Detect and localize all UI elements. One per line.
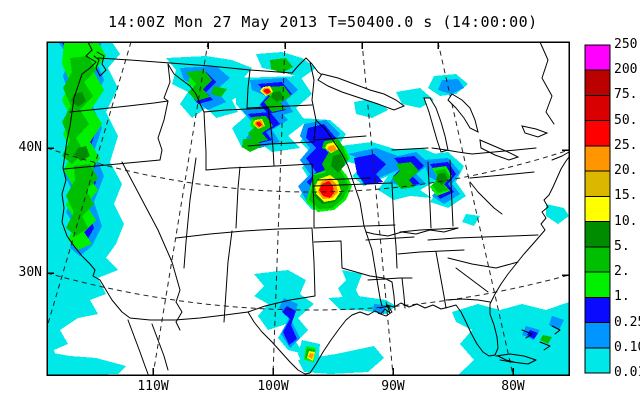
colorbar-value-label: 75. bbox=[614, 87, 638, 102]
lon-label-90W: 90W bbox=[381, 379, 405, 394]
colorbar-cell-red_bright bbox=[584, 120, 611, 147]
colorbar-value-label: 25. bbox=[614, 138, 638, 153]
map-frame bbox=[46, 41, 570, 376]
colorbar-cell-red_dark bbox=[584, 69, 611, 96]
colorbar-value-label: 250. bbox=[614, 37, 640, 52]
colorbar-value-label: 1. bbox=[614, 289, 630, 304]
colorbar-cell-green_bright bbox=[584, 271, 611, 298]
colorbar-cell-magenta bbox=[584, 44, 611, 71]
colorbar-value-label: 20. bbox=[614, 163, 638, 178]
axis-tick-marks bbox=[47, 42, 569, 375]
colorbar-value-label: 5. bbox=[614, 239, 630, 254]
colorbar bbox=[584, 44, 611, 374]
colorbar-cell-red bbox=[584, 94, 611, 122]
colorbar-value-label: 2. bbox=[614, 264, 630, 279]
colorbar-value-label: 0.10 bbox=[614, 340, 640, 355]
title-model-time: T=50400.0 s (14:00:00) bbox=[328, 13, 538, 31]
colorbar-cell-gold bbox=[584, 170, 611, 197]
colorbar-cell-blue bbox=[584, 296, 611, 324]
precip-layer bbox=[47, 42, 569, 375]
lon-label-100W: 100W bbox=[257, 379, 289, 394]
colorbar-cell-green_dark bbox=[584, 221, 611, 248]
lon-label-80W: 80W bbox=[501, 379, 525, 394]
colorbar-value-label: 200. bbox=[614, 62, 640, 77]
colorbar-cell-yellow bbox=[584, 195, 611, 223]
lat-label-40N: 40N bbox=[18, 140, 42, 155]
colorbar-cell-azure bbox=[584, 322, 611, 349]
lon-label-110W: 110W bbox=[137, 379, 169, 394]
colorbar-value-label: 0.25 bbox=[614, 315, 640, 330]
colorbar-value-label: 10. bbox=[614, 214, 638, 229]
colorbar-value-label: 50. bbox=[614, 113, 638, 128]
us-map-outlines bbox=[61, 41, 570, 375]
colorbar-value-label: 0.01 bbox=[614, 365, 640, 380]
colorbar-value-label: 15. bbox=[614, 188, 638, 203]
colorbar-cell-green bbox=[584, 246, 611, 273]
title-datetime: 14:00Z Mon 27 May 2013 bbox=[108, 13, 318, 31]
colorbar-cell-cyan bbox=[584, 347, 611, 374]
colorbar-cell-orange bbox=[584, 145, 611, 172]
lat-label-30N: 30N bbox=[18, 265, 42, 280]
